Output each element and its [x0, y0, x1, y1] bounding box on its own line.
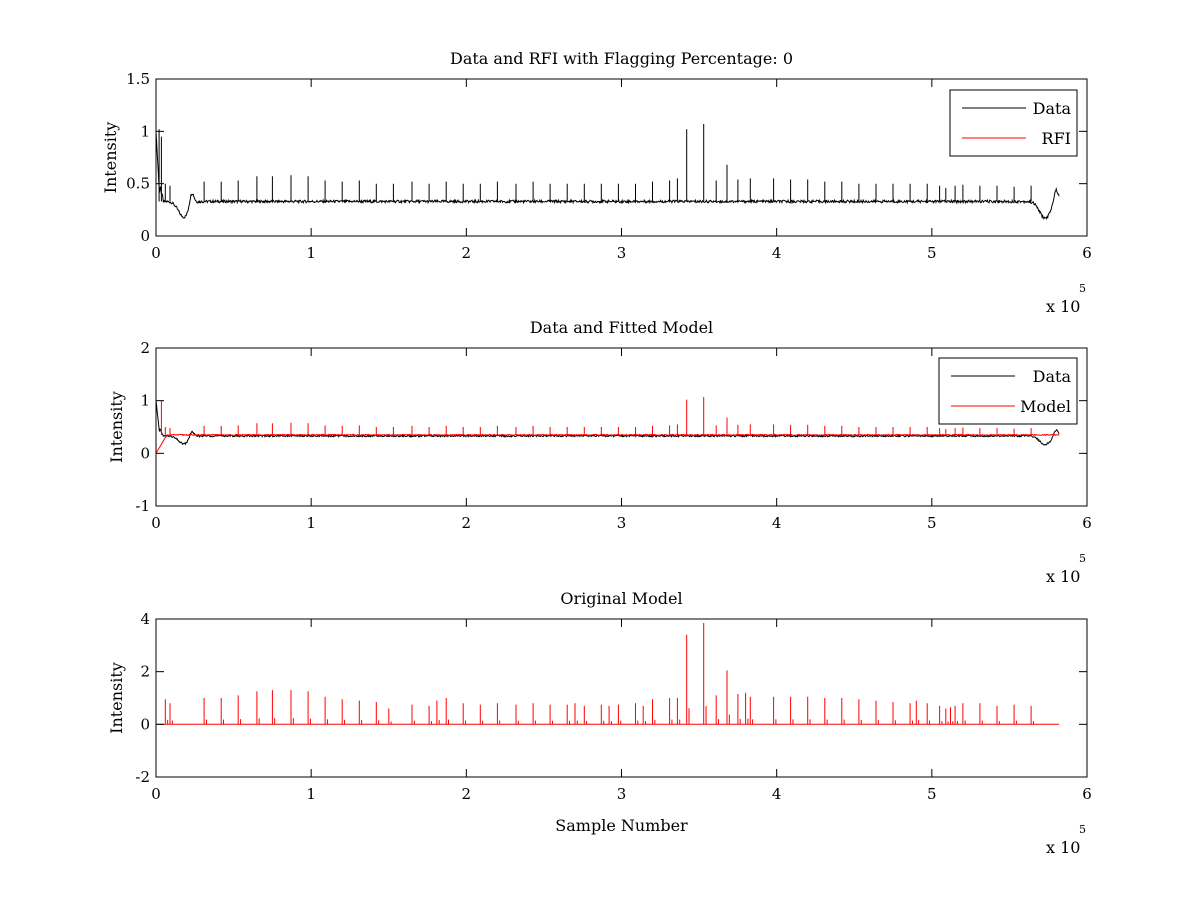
series-line-data	[156, 400, 1060, 446]
x-exponent-base: x 10	[1046, 297, 1080, 316]
x-tick-label: 2	[462, 785, 472, 803]
plot-title: Data and RFI with Flagging Percentage: 0	[450, 49, 793, 68]
y-tick-label: -1	[135, 497, 150, 515]
x-tick-label: 3	[617, 514, 627, 532]
x-tick-label: 5	[927, 514, 937, 532]
x-axis-label: Sample Number	[555, 816, 688, 835]
y-tick-label: 2	[140, 663, 150, 681]
plot-title: Original Model	[560, 589, 682, 608]
y-tick-label: 4	[140, 610, 150, 628]
x-tick-label: 2	[462, 244, 472, 262]
y-axis-label: Intensity	[107, 662, 126, 734]
series-line-data	[156, 124, 1060, 221]
x-exponent-power: 5	[1079, 823, 1086, 836]
x-tick-label: 3	[617, 785, 627, 803]
legend-label: Model	[1020, 397, 1071, 416]
y-axis-label: Intensity	[101, 122, 120, 194]
x-tick-label: 1	[306, 244, 316, 262]
series-line-original-model	[156, 623, 1060, 725]
x-exponent-base: x 10	[1046, 838, 1080, 857]
x-tick-label: 3	[617, 244, 627, 262]
x-exponent-base: x 10	[1046, 567, 1080, 586]
x-tick-label: 1	[306, 514, 316, 532]
y-tick-label: 0.5	[126, 175, 150, 193]
y-tick-label: 1	[140, 122, 150, 140]
x-tick-label: 4	[772, 785, 782, 803]
legend-label: Data	[1033, 99, 1072, 118]
y-tick-label: 0	[140, 715, 150, 733]
legend-label: RFI	[1042, 129, 1071, 148]
x-tick-label: 5	[927, 244, 937, 262]
legend: Data RFI	[949, 89, 1078, 157]
x-tick-label: 0	[151, 785, 161, 803]
y-tick-label: -2	[135, 768, 150, 786]
x-tick-label: 4	[772, 514, 782, 532]
y-tick-label: 1	[140, 392, 150, 410]
x-tick-label: 6	[1082, 244, 1092, 262]
axes-box	[155, 347, 1088, 507]
series-layer	[156, 124, 1060, 221]
axes-box	[155, 618, 1088, 778]
x-tick-label: 5	[927, 785, 937, 803]
series-line-model	[156, 397, 1060, 454]
x-tick-label: 2	[462, 514, 472, 532]
y-axis-label: Intensity	[107, 391, 126, 463]
legend: Data Model	[938, 357, 1078, 425]
legend-box	[938, 357, 1078, 425]
y-tick-label: 2	[140, 339, 150, 357]
plot-title: Data and Fitted Model	[530, 318, 713, 337]
axes-box	[155, 78, 1088, 237]
x-exponent-power: 5	[1079, 282, 1086, 295]
x-tick-label: 6	[1082, 514, 1092, 532]
y-tick-label: 0	[140, 444, 150, 462]
legend-box	[949, 89, 1078, 157]
x-tick-label: 1	[306, 785, 316, 803]
x-tick-label: 6	[1082, 785, 1092, 803]
plot-panel-rfi: 0 1 2 3 4 5 6 0 0.5 1 1.5 Data and RFI with Flaggin…	[101, 49, 1092, 316]
series-layer	[156, 397, 1060, 454]
x-tick-label: 0	[151, 514, 161, 532]
x-exponent-power: 5	[1079, 552, 1086, 565]
x-tick-label: 0	[151, 244, 161, 262]
series-layer	[156, 623, 1060, 725]
x-tick-label: 4	[772, 244, 782, 262]
y-tick-label: 0	[140, 227, 150, 245]
y-tick-label: 1.5	[126, 70, 150, 88]
legend-label: Data	[1033, 367, 1072, 386]
